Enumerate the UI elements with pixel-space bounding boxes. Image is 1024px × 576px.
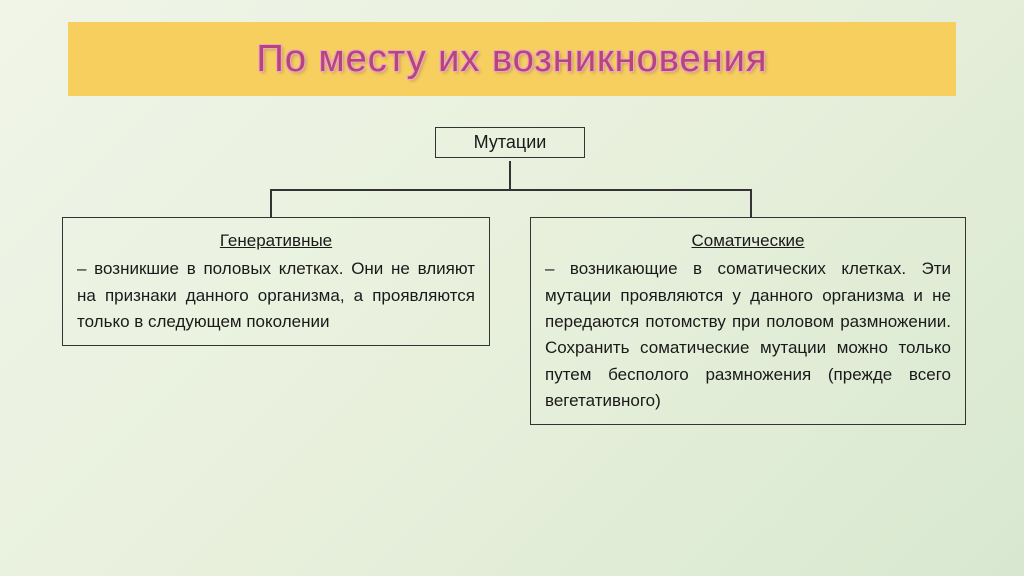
connector-vline-root <box>509 161 511 189</box>
child-left-body: – возникшие в половых клетках. Они не вл… <box>77 259 475 331</box>
header-band: По месту их возникновения <box>68 22 956 96</box>
child-node-right: Соматические – возникающие в соматически… <box>530 217 966 425</box>
root-node-label: Мутации <box>474 132 547 152</box>
child-left-title: Генеративные <box>77 228 475 254</box>
connector-vline-left <box>270 189 272 217</box>
root-node: Мутации <box>435 127 585 158</box>
page-title: По месту их возникновения <box>257 38 768 81</box>
child-right-body: – возникающие в соматических клетках. Эт… <box>545 259 951 410</box>
connector-hline <box>270 189 750 191</box>
child-node-left: Генеративные – возникшие в половых клетк… <box>62 217 490 346</box>
connector-vline-right <box>750 189 752 217</box>
child-right-title: Соматические <box>545 228 951 254</box>
